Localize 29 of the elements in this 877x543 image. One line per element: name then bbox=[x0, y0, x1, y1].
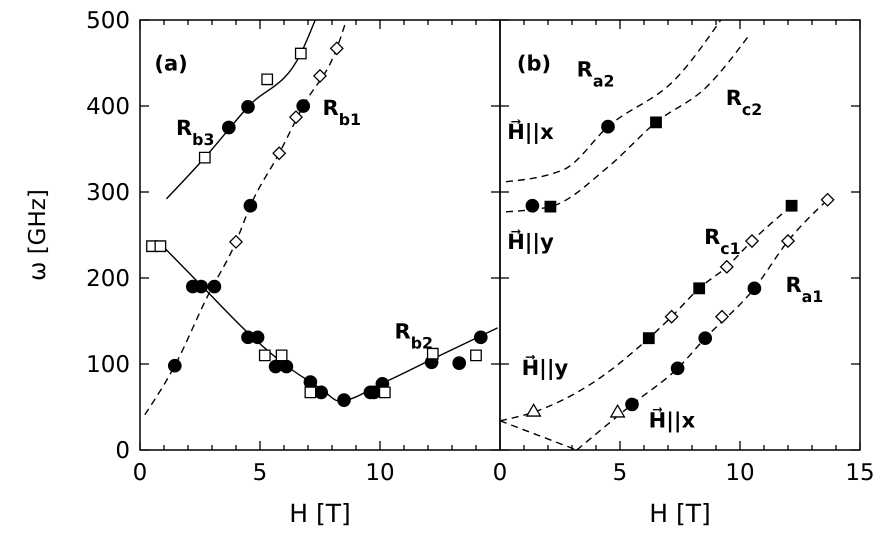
x-tick-label: 0 bbox=[492, 460, 508, 486]
y-tick-label: 0 bbox=[115, 438, 130, 464]
annotation: R$_{b3}$ bbox=[176, 116, 214, 148]
y-tick-label: 400 bbox=[86, 94, 130, 120]
annotation: R$_{c1}$ bbox=[704, 225, 741, 258]
x-tick-label: 5 bbox=[252, 460, 268, 486]
annotation: R$_{a2}$ bbox=[576, 57, 614, 90]
y-tick-label: 100 bbox=[86, 352, 130, 378]
annotation: (a) bbox=[154, 51, 188, 76]
annotation: R$_{a1}$ bbox=[785, 273, 824, 306]
y-tick-label: 500 bbox=[86, 8, 130, 34]
y-tick-label: 200 bbox=[86, 266, 130, 292]
x-tick-label: 5 bbox=[612, 460, 628, 486]
x-tick-label: 10 bbox=[725, 460, 755, 486]
annotation: (b) bbox=[516, 51, 552, 76]
x-tick-label: 10 bbox=[365, 460, 395, 486]
x-tick-label: 15 bbox=[845, 460, 875, 486]
x-axis-title: H [T] bbox=[289, 499, 351, 528]
annotation: H⃗||x bbox=[507, 119, 554, 144]
annotation: R$_{b2}$ bbox=[394, 320, 433, 352]
x-tick-label: 0 bbox=[132, 460, 148, 486]
annotation: R$_{c2}$ bbox=[726, 86, 762, 118]
y-tick-label: 300 bbox=[86, 180, 130, 206]
annotation: R$_{b1}$ bbox=[322, 96, 361, 129]
x-axis-title: H [T] bbox=[649, 499, 711, 528]
y-axis-title: ω [GHz] bbox=[25, 189, 51, 281]
annotation: H⃗||y bbox=[507, 229, 554, 254]
annotation: H⃗||x bbox=[648, 407, 696, 432]
annotation: H⃗||y bbox=[522, 354, 569, 380]
